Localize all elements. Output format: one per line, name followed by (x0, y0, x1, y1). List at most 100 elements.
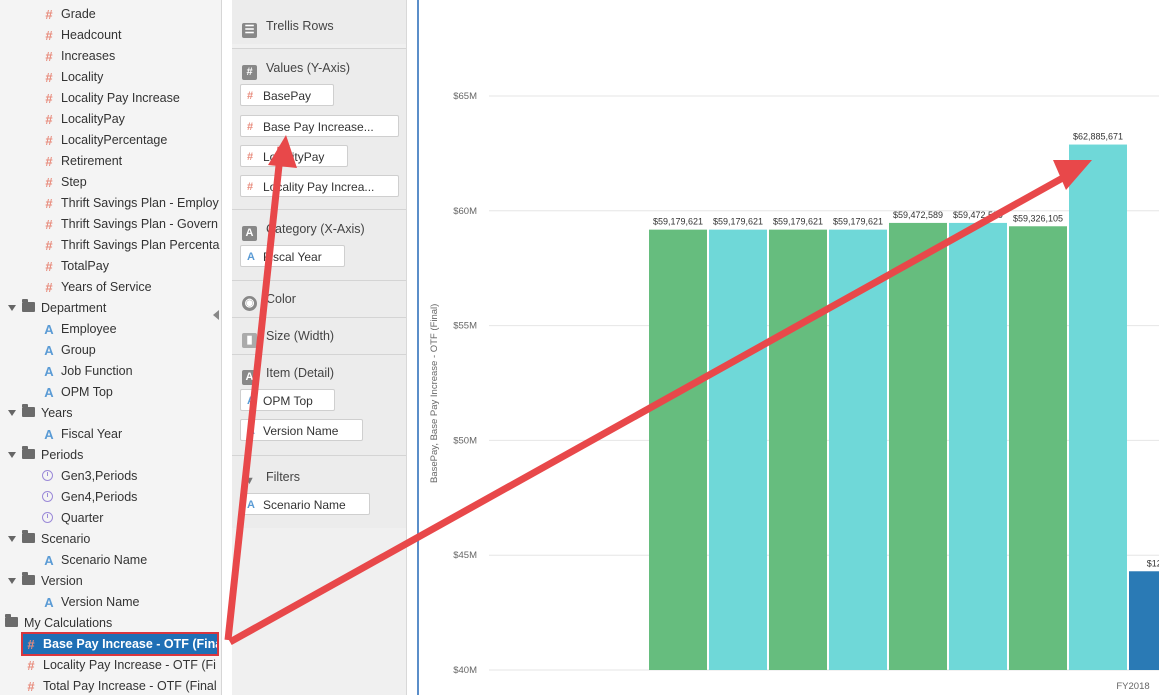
hash-icon: # (45, 238, 53, 253)
tree-item-calculation[interactable]: # Locality Pay Increase - OTF (Fi (0, 655, 221, 676)
bar[interactable] (649, 229, 707, 670)
bar-data-label: $12,3 (1147, 558, 1159, 568)
hash-icon: # (247, 90, 254, 102)
hash-icon: # (45, 133, 53, 148)
tree-item-measure[interactable]: # Locality (0, 67, 221, 88)
tree-item-measure[interactable]: # Thrift Savings Plan Percenta (0, 235, 221, 256)
time-icon (42, 512, 53, 523)
hash-icon: # (45, 70, 53, 85)
tree-item-calculation[interactable]: # Total Pay Increase - OTF (Final (0, 676, 221, 695)
hash-icon: # (45, 49, 53, 64)
tree-folder-department[interactable]: Department (0, 298, 221, 319)
expand-triangle-icon[interactable] (8, 536, 16, 542)
tree-folder-years[interactable]: Years (0, 403, 221, 424)
tree-item-label: TotalPay (61, 259, 109, 273)
tree-folder-scenario[interactable]: Scenario (0, 529, 221, 550)
tree-item-scenario[interactable]: A Scenario Name (0, 550, 221, 571)
tree-item-periods[interactable]: Gen3,Periods (0, 466, 221, 487)
bar[interactable] (949, 222, 1007, 670)
bar[interactable] (1129, 571, 1159, 670)
tree-item-measure[interactable]: # TotalPay (0, 256, 221, 277)
detail-pill-opm-top[interactable]: A OPM Top (240, 389, 335, 411)
filter-pill-scenario-name[interactable]: A Scenario Name (240, 493, 370, 515)
y-axis-label: BasePay, Base Pay Increase - OTF (Final) (429, 304, 440, 483)
tree-item-department[interactable]: A Employee (0, 319, 221, 340)
hash-icon: # (45, 112, 53, 127)
value-pill-basepay[interactable]: # BasePay (240, 84, 334, 106)
y-tick-label: $50M (453, 435, 477, 446)
trellis-rows-section[interactable]: ☰ Trellis Rows (232, 0, 406, 44)
category-pill-fiscal-year[interactable]: A Fiscal Year (240, 245, 345, 267)
tree-item-label: My Calculations (24, 616, 113, 630)
expand-triangle-icon[interactable] (8, 452, 16, 458)
alpha-icon: A (242, 370, 257, 385)
bar[interactable] (769, 229, 827, 670)
tree-item-measure[interactable]: # Step (0, 172, 221, 193)
tree-item-measure[interactable]: # Retirement (0, 151, 221, 172)
tree-item-measure[interactable]: # LocalityPay (0, 109, 221, 130)
alpha-icon: A (44, 364, 54, 379)
tree-item-department[interactable]: A Group (0, 340, 221, 361)
tree-item-measure[interactable]: # Locality Pay Increase (0, 88, 221, 109)
tree-item-department[interactable]: A Job Function (0, 361, 221, 382)
tree-item-measure[interactable]: # Thrift Savings Plan - Govern (0, 214, 221, 235)
x-tick-label: FY2018 (1116, 681, 1149, 692)
tree-item-label: Locality Pay Increase (61, 91, 180, 105)
hash-icon: # (247, 121, 254, 133)
tree-item-measure[interactable]: # Grade (0, 4, 221, 25)
bar-chart[interactable]: $40M $45M $50M $55M $60M $65M BasePay, Base Pa… (419, 0, 1159, 695)
tree-item-years[interactable]: A Fiscal Year (0, 424, 221, 445)
tree-item-measure[interactable]: # Thrift Savings Plan - Employ (0, 193, 221, 214)
color-section[interactable]: ◉ Color (232, 280, 406, 317)
tree-item-periods[interactable]: Quarter (0, 508, 221, 529)
tree-item-measure[interactable]: # Years of Service (0, 277, 221, 298)
funnel-icon: ▼ (244, 475, 255, 487)
folder-icon (5, 614, 18, 627)
chart-canvas[interactable]: $40M $45M $50M $55M $60M $65M BasePay, Base Pa… (417, 0, 1159, 695)
collapse-panel-icon[interactable] (213, 310, 219, 320)
detail-header: A Item (Detail) (242, 364, 334, 385)
tree-item-version[interactable]: A Version Name (0, 592, 221, 613)
hash-icon: # (45, 154, 53, 169)
bar[interactable] (709, 229, 767, 670)
tree-item-periods[interactable]: Gen4,Periods (0, 487, 221, 508)
filters-section[interactable]: ▼ Filters A Scenario Name (232, 455, 406, 528)
hash-icon: # (45, 196, 53, 211)
value-pill-base-pay-increase[interactable]: # Base Pay Increase... (240, 115, 399, 137)
grammar-panel: ☰ Trellis Rows # Values (Y-Axis) # BasePay … (232, 0, 407, 695)
time-icon (42, 470, 53, 481)
value-pill-localitypay[interactable]: # LocalityPay (240, 145, 348, 167)
alpha-icon: A (247, 499, 255, 511)
category-section[interactable]: A Category (X-Axis) A Fiscal Year (232, 209, 406, 280)
values-section[interactable]: # Values (Y-Axis) # BasePay # Base Pay Incr… (232, 48, 406, 209)
tree-folder-version[interactable]: Version (0, 571, 221, 592)
tree-item-measure[interactable]: # LocalityPercentage (0, 130, 221, 151)
bar[interactable] (829, 229, 887, 670)
tree-item-department[interactable]: A OPM Top (0, 382, 221, 403)
tree-folder-my-calculations[interactable]: My Calculations (0, 613, 221, 634)
tree-item-label: Job Function (61, 364, 133, 378)
size-section[interactable]: ▮ Size (Width) (232, 317, 406, 354)
value-pill-locality-pay-increase[interactable]: # Locality Pay Increa... (240, 175, 399, 197)
bar[interactable] (1069, 144, 1127, 671)
detail-section[interactable]: A Item (Detail) A OPM Top A Version Name (232, 354, 406, 455)
tree-item-label: Grade (61, 7, 96, 21)
bar-data-label: $59,179,621 (773, 217, 823, 227)
values-header: # Values (Y-Axis) (242, 59, 350, 80)
tree-item-label: Thrift Savings Plan - Employ (61, 196, 219, 210)
tree-folder-periods[interactable]: Periods (0, 445, 221, 466)
expand-triangle-icon[interactable] (8, 305, 16, 311)
tree-item-label: Thrift Savings Plan Percenta (61, 238, 220, 252)
tree-item-measure[interactable]: # Headcount (0, 25, 221, 46)
detail-pill-version-name[interactable]: A Version Name (240, 419, 363, 441)
expand-triangle-icon[interactable] (8, 410, 16, 416)
alpha-icon: A (44, 595, 54, 610)
bar[interactable] (889, 222, 947, 670)
expand-triangle-icon[interactable] (8, 578, 16, 584)
alpha-icon: A (44, 385, 54, 400)
bar[interactable] (1009, 226, 1067, 670)
y-tick-label: $45M (453, 550, 477, 561)
tree-item-calculation[interactable]: # Base Pay Increase - OTF (Final (22, 634, 218, 655)
tree-item-measure[interactable]: # Increases (0, 46, 221, 67)
tree-item-label: Scenario Name (61, 553, 148, 567)
